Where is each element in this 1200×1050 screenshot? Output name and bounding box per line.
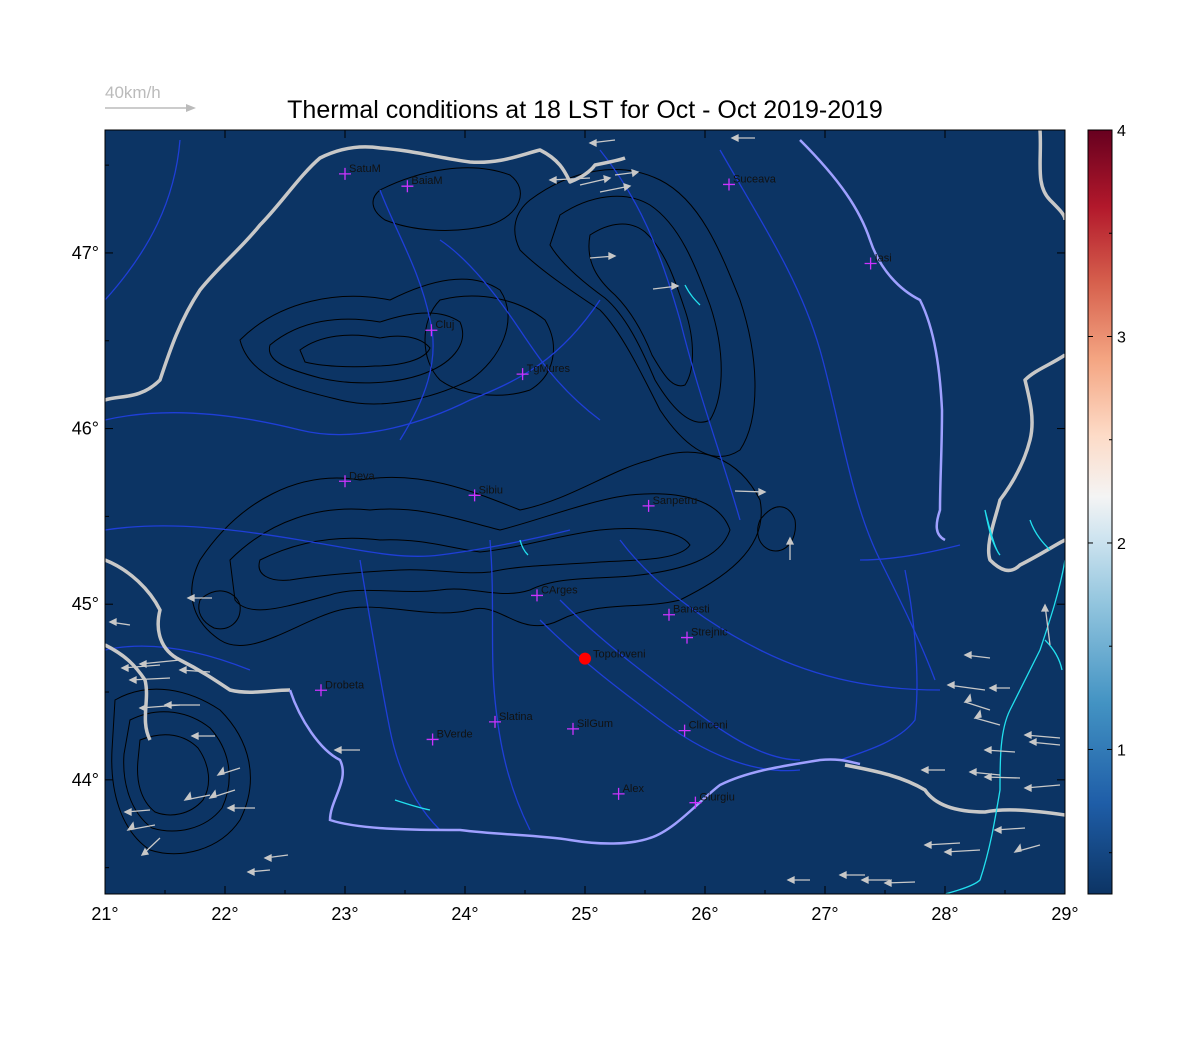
city-label: Slatina	[499, 711, 534, 723]
city-marker	[315, 684, 327, 697]
city-label: SilGum	[577, 718, 613, 730]
city-marker	[642, 499, 655, 512]
x-tick-label: 21°	[91, 904, 118, 924]
y-tick-label: 46°	[72, 419, 99, 439]
city-drobeta: Drobeta	[315, 679, 365, 697]
city-marker	[468, 489, 481, 502]
city-label: Clinceni	[689, 720, 728, 732]
city-label: CArges	[541, 584, 578, 596]
city-marker	[612, 787, 625, 800]
city-label: BaiaM	[411, 175, 442, 187]
city-marker	[678, 724, 691, 737]
city-label: Sanpetru	[653, 495, 698, 507]
city-tgmures: TgMures	[516, 363, 571, 381]
wind-reference-label: 40km/h	[105, 83, 161, 102]
city-alex: Alex	[612, 783, 645, 800]
city-markers: SatuM BaiaM Suceava Iasi Cluj TgMures Deva Sibi…	[315, 163, 892, 809]
city-label: Alex	[623, 783, 645, 795]
colorbar-tick-label: 3	[1117, 329, 1126, 346]
city-label: Sibiu	[479, 484, 503, 496]
x-tick-label: 23°	[331, 904, 358, 924]
city-label: Deva	[349, 470, 376, 482]
city-iasi: Iasi	[864, 252, 892, 270]
city-label: Drobeta	[325, 679, 365, 691]
city-label: Banesti	[673, 604, 710, 616]
colorbar: 1 2 3 4	[1087, 123, 1126, 895]
rivers	[105, 139, 961, 831]
x-tick-label: 28°	[931, 904, 958, 924]
city-marker	[567, 722, 579, 735]
city-label: Suceava	[733, 173, 777, 185]
city-label: SatuM	[349, 163, 381, 175]
city-bverde: BVerde	[426, 728, 473, 746]
y-axis: 44° 45° 46° 47°	[72, 164, 1065, 869]
city-marker	[401, 180, 414, 193]
city-satum: SatuM	[339, 163, 381, 180]
x-tick-label: 24°	[451, 904, 478, 924]
city-label: Giurgiu	[699, 792, 734, 804]
danube-river	[288, 139, 946, 845]
wind-reference: 40km/h	[105, 83, 196, 112]
city-label: Strejnic	[691, 627, 728, 639]
city-suceava: Suceava	[723, 173, 777, 191]
city-label: Iasi	[875, 252, 892, 264]
city-label: Cluj	[435, 319, 454, 331]
city-marker	[339, 167, 351, 180]
city-clinceni: Clinceni	[678, 720, 728, 737]
x-tick-label: 29°	[1051, 904, 1078, 924]
y-tick-label: 47°	[72, 243, 99, 263]
city-marker	[425, 324, 438, 337]
x-tick-label: 27°	[811, 904, 838, 924]
x-tick-label: 26°	[691, 904, 718, 924]
city-giurgiu: Giurgiu	[689, 792, 735, 809]
city-slatina: Slatina	[489, 711, 534, 728]
city-sibiu: Sibiu	[468, 484, 503, 502]
city-marker	[689, 796, 702, 809]
city-marker	[516, 368, 529, 381]
city-silgum: SilGum	[567, 718, 613, 735]
x-tick-label: 25°	[571, 904, 598, 924]
city-carges: CArges	[531, 584, 578, 602]
highlight-point-label: Topoloveni	[593, 649, 646, 661]
city-marker	[864, 257, 877, 270]
colorbar-gradient	[1087, 129, 1113, 895]
city-marker	[489, 715, 501, 728]
colorbar-ticks: 1 2 3 4	[1088, 123, 1126, 854]
y-tick-label: 44°	[72, 770, 99, 790]
colorbar-tick-label: 2	[1117, 536, 1126, 553]
city-label: TgMures	[527, 363, 571, 375]
colorbar-tick-label: 4	[1117, 123, 1126, 140]
highlight-location: Topoloveni	[579, 649, 646, 665]
city-marker	[663, 608, 675, 621]
city-sanpetru: Sanpetru	[642, 495, 698, 512]
colorbar-tick-label: 1	[1117, 742, 1126, 759]
x-axis: 21° 22° 23° 24° 25° 26° 27° 28° 29°	[91, 130, 1079, 924]
y-tick-label: 45°	[72, 594, 99, 614]
city-marker	[426, 733, 439, 746]
city-banesti: Banesti	[663, 604, 710, 621]
wind-arrows	[108, 133, 1061, 888]
map-background	[105, 130, 1065, 894]
x-tick-label: 22°	[211, 904, 238, 924]
city-marker	[339, 475, 351, 488]
coastline	[394, 284, 1065, 894]
city-strejnic: Strejnic	[681, 627, 728, 644]
city-cluj: Cluj	[425, 319, 454, 337]
city-baiam: BaiaM	[401, 175, 443, 193]
city-marker	[531, 589, 543, 602]
map-panel: SatuM BaiaM Suceava Iasi Cluj TgMures Deva Sibi…	[104, 129, 1066, 895]
city-label: BVerde	[437, 728, 473, 740]
city-marker	[681, 631, 693, 644]
city-deva: Deva	[339, 470, 376, 488]
terrain-contours	[111, 167, 796, 855]
highlight-point-marker	[579, 652, 591, 665]
city-marker	[723, 178, 735, 191]
chart-title: Thermal conditions at 18 LST for Oct - O…	[287, 96, 883, 124]
